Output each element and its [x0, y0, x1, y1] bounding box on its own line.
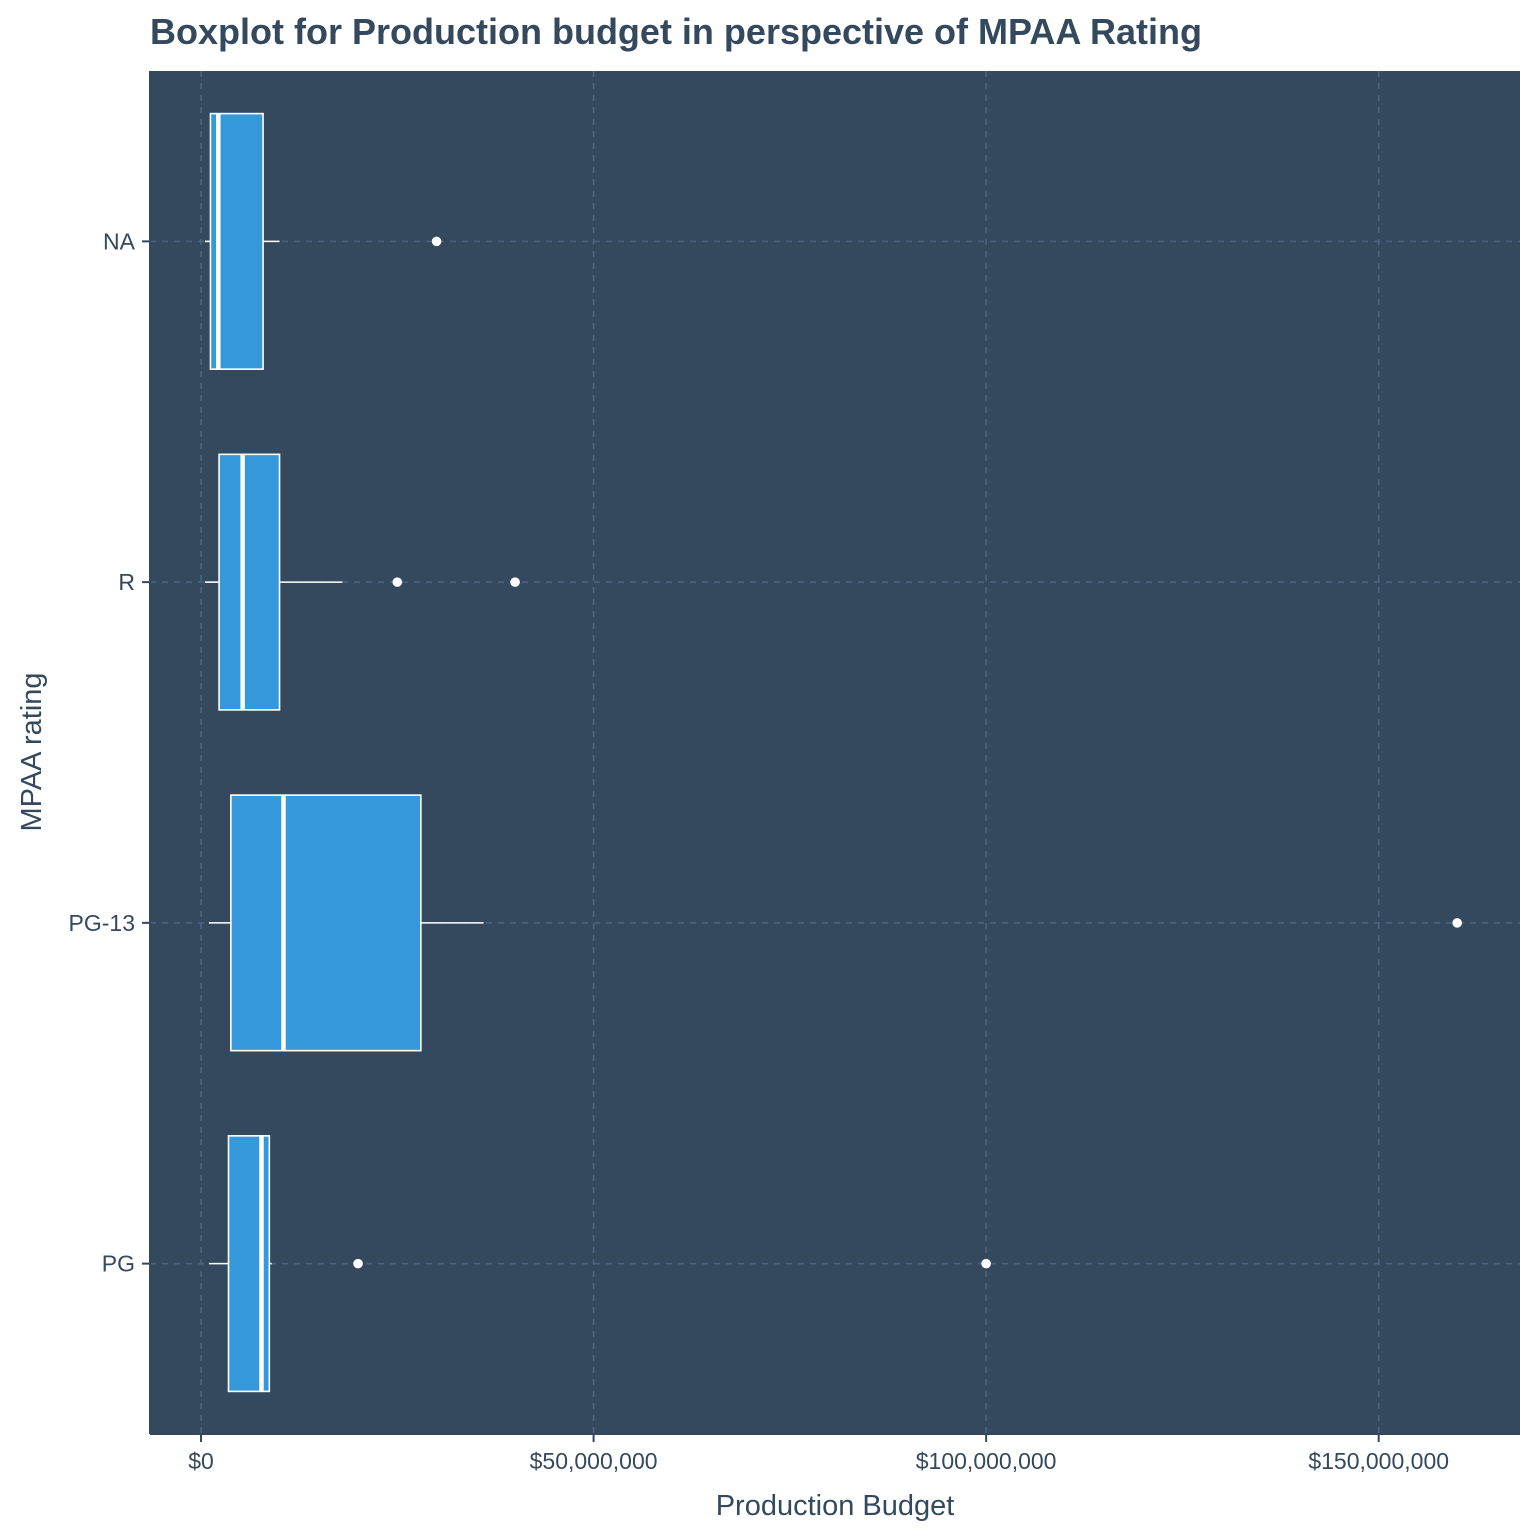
- boxes: [204, 112, 1462, 1393]
- box-group-r: [204, 453, 520, 711]
- y-axis-title: MPAA rating: [16, 672, 48, 831]
- x-axis-ticks: $0 $50,000,000 $100,000,000 $150,000,000: [188, 1434, 1449, 1474]
- x-tick-label: $150,000,000: [1308, 1448, 1449, 1474]
- box-group-pg: [208, 1135, 991, 1393]
- outlier-point: [392, 577, 403, 587]
- x-tick-label: $0: [188, 1448, 214, 1474]
- x-axis-title: Production Budget: [716, 1490, 955, 1522]
- box-group-pg-13: [208, 794, 1462, 1052]
- outlier-point: [353, 1258, 363, 1269]
- outlier-point: [981, 1258, 991, 1269]
- box-group-na: [204, 112, 442, 370]
- box: [230, 794, 422, 1052]
- x-tick-label: $100,000,000: [916, 1448, 1057, 1474]
- outlier-point: [510, 577, 520, 587]
- outlier-point: [1452, 918, 1462, 928]
- y-axis-ticks: NA R PG-13 PG: [69, 228, 150, 1277]
- chart-title: Boxplot for Production budget in perspec…: [150, 11, 1202, 52]
- y-tick-label: NA: [103, 228, 136, 254]
- y-tick-label: R: [118, 569, 135, 595]
- x-tick-label: $50,000,000: [530, 1448, 658, 1474]
- box: [218, 453, 281, 711]
- plot-panel: [150, 71, 1520, 1434]
- outlier-point: [431, 236, 442, 247]
- y-tick-label: PG: [102, 1251, 135, 1277]
- y-tick-label: PG-13: [69, 910, 135, 936]
